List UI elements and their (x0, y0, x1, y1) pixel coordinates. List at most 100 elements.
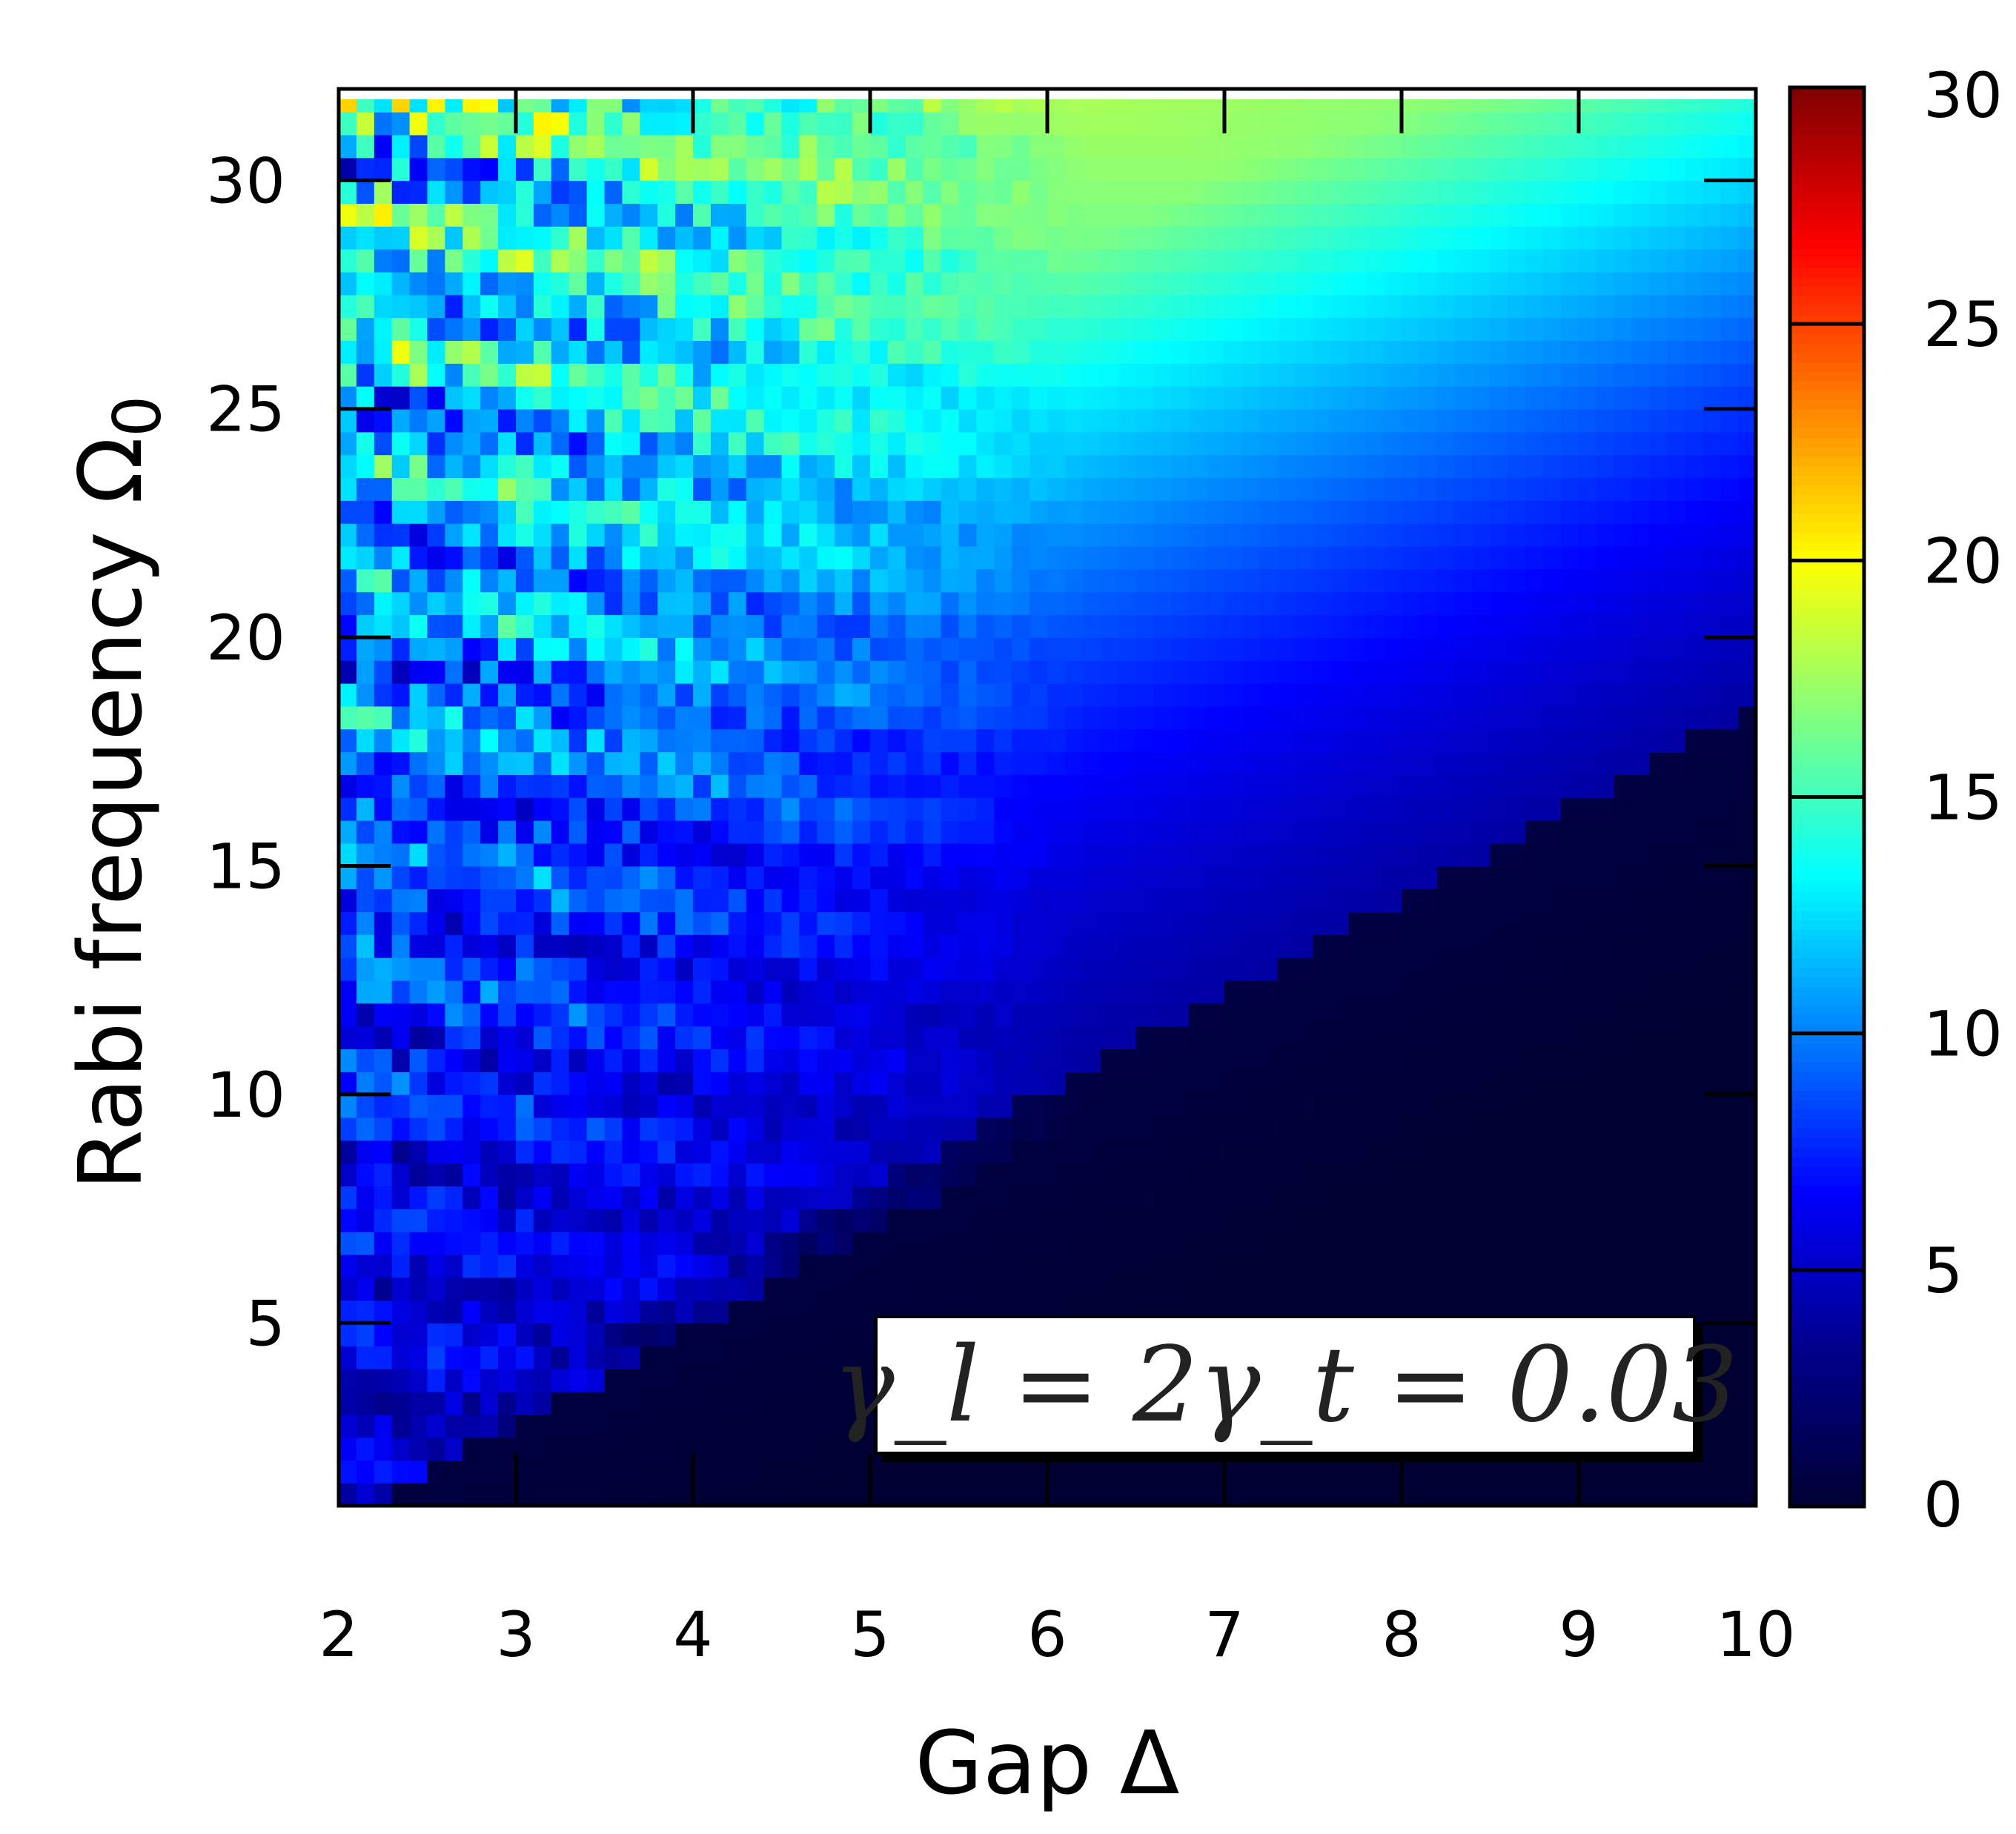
heatmap-cell (498, 911, 517, 935)
heatmap-cell (551, 477, 570, 501)
heatmap-cell (941, 1049, 960, 1072)
heatmap-cell (1579, 774, 1597, 798)
heatmap-cell (1649, 134, 1668, 159)
heatmap-cell (1171, 1003, 1190, 1027)
heatmap-cell (604, 1186, 623, 1209)
heatmap-cell (427, 454, 446, 479)
heatmap-cell (1012, 157, 1030, 182)
heatmap-cell (1402, 1186, 1420, 1209)
heatmap-cell (1738, 363, 1757, 387)
heatmap-cell (1295, 1254, 1314, 1278)
heatmap-cell (622, 1300, 641, 1324)
heatmap-cell (1082, 180, 1101, 204)
heatmap-cell (1472, 957, 1491, 981)
heatmap-cell (462, 545, 481, 570)
heatmap-cell (1614, 1209, 1633, 1232)
heatmap-cell (923, 226, 942, 250)
heatmap-cell (586, 1072, 606, 1095)
heatmap-cell (675, 1117, 694, 1141)
heatmap-cell (1241, 591, 1261, 616)
heatmap-cell (1419, 820, 1438, 844)
heatmap-cell (498, 865, 517, 890)
heatmap-cell (356, 1094, 375, 1118)
heatmap-cell (746, 774, 765, 798)
heatmap-cell (1631, 682, 1651, 707)
heatmap-cell (1171, 271, 1190, 296)
heatmap-cell (1029, 614, 1048, 638)
heatmap-cell (445, 934, 464, 958)
heatmap-cell (1241, 1026, 1261, 1050)
heatmap-cell (1118, 659, 1137, 684)
heatmap-cell (1207, 180, 1225, 204)
heatmap-cell (586, 180, 606, 204)
heatmap-cell (781, 317, 800, 342)
heatmap-cell (586, 294, 606, 319)
heatmap-cell (852, 431, 871, 456)
heatmap-cell (604, 820, 623, 844)
heatmap-cell (1277, 271, 1296, 296)
heatmap-cell (1313, 865, 1332, 890)
heatmap-cell (1171, 1072, 1190, 1095)
heatmap-cell (1436, 522, 1456, 547)
heatmap-cell (657, 797, 676, 821)
heatmap-cell (533, 1300, 552, 1324)
heatmap-cell (976, 248, 995, 273)
heatmap-cell (1419, 111, 1438, 136)
heatmap-cell (1224, 294, 1243, 319)
heatmap-cell (1685, 1186, 1704, 1209)
heatmap-cell (710, 888, 729, 912)
heatmap-cell (1295, 682, 1314, 707)
heatmap-cell (551, 363, 570, 387)
heatmap-cell (728, 431, 747, 456)
heatmap-cell (1153, 340, 1173, 364)
heatmap-cell (976, 568, 995, 593)
heatmap-cell (675, 248, 694, 273)
heatmap-cell (551, 1094, 570, 1118)
heatmap-cell (870, 1186, 889, 1209)
heatmap-cell (533, 751, 552, 775)
heatmap-cell (1579, 1277, 1597, 1301)
heatmap-cell (1330, 1003, 1350, 1027)
heatmap-cell (693, 431, 712, 456)
heatmap-cell (498, 934, 517, 958)
heatmap-cell (1419, 568, 1438, 593)
heatmap-cell (817, 957, 835, 981)
heatmap-cell (551, 1277, 570, 1301)
heatmap-cell (817, 545, 835, 570)
heatmap-cell (1384, 1072, 1402, 1095)
heatmap-cell (1402, 911, 1420, 935)
heatmap-cell (1100, 317, 1119, 342)
heatmap-cell (976, 1117, 995, 1141)
heatmap-cell (1207, 1186, 1225, 1209)
heatmap-cell (1472, 1094, 1491, 1118)
heatmap-cell (1384, 180, 1402, 204)
heatmap-cell (1738, 1368, 1757, 1392)
heatmap-cell (1649, 1277, 1668, 1301)
heatmap-cell (763, 1094, 783, 1118)
heatmap-cell (339, 797, 357, 821)
heatmap-cell (1366, 682, 1385, 707)
heatmap-cell (1224, 340, 1243, 364)
heatmap-cell (622, 1186, 641, 1209)
heatmap-cell (835, 1072, 853, 1095)
heatmap-cell (1738, 317, 1757, 342)
heatmap-cell (339, 1254, 357, 1278)
heatmap-cell (870, 545, 889, 570)
heatmap-cell (445, 408, 464, 433)
heatmap-cell (1667, 637, 1686, 661)
heatmap-cell (1402, 203, 1420, 227)
heatmap-cell (586, 911, 606, 935)
heatmap-cell (1649, 705, 1668, 730)
heatmap-cell (1100, 637, 1119, 661)
heatmap-cell (1171, 157, 1190, 182)
heatmap-cell (1454, 774, 1473, 798)
heatmap-cell (1561, 1277, 1579, 1301)
heatmap-cell (710, 797, 729, 821)
heatmap-cell (1436, 157, 1456, 182)
heatmap-cell (763, 1414, 783, 1438)
heatmap-cell (586, 500, 606, 524)
heatmap-cell (1259, 1140, 1279, 1164)
heatmap-cell (1366, 500, 1385, 524)
heatmap-cell (1738, 1163, 1757, 1187)
heatmap-cell (852, 637, 871, 661)
